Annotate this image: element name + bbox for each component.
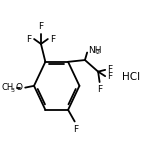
Text: F: F [26,35,31,43]
Text: F: F [97,85,102,94]
Text: F: F [107,65,113,74]
Text: 2: 2 [95,50,100,55]
Text: NH: NH [89,46,102,55]
Text: F: F [73,125,78,134]
Text: O: O [16,83,22,92]
Text: CH: CH [2,83,14,92]
Text: F: F [50,35,56,43]
Text: F: F [107,72,113,81]
Text: HCl: HCl [122,72,141,82]
Text: 3: 3 [10,88,14,93]
Text: F: F [38,22,43,31]
